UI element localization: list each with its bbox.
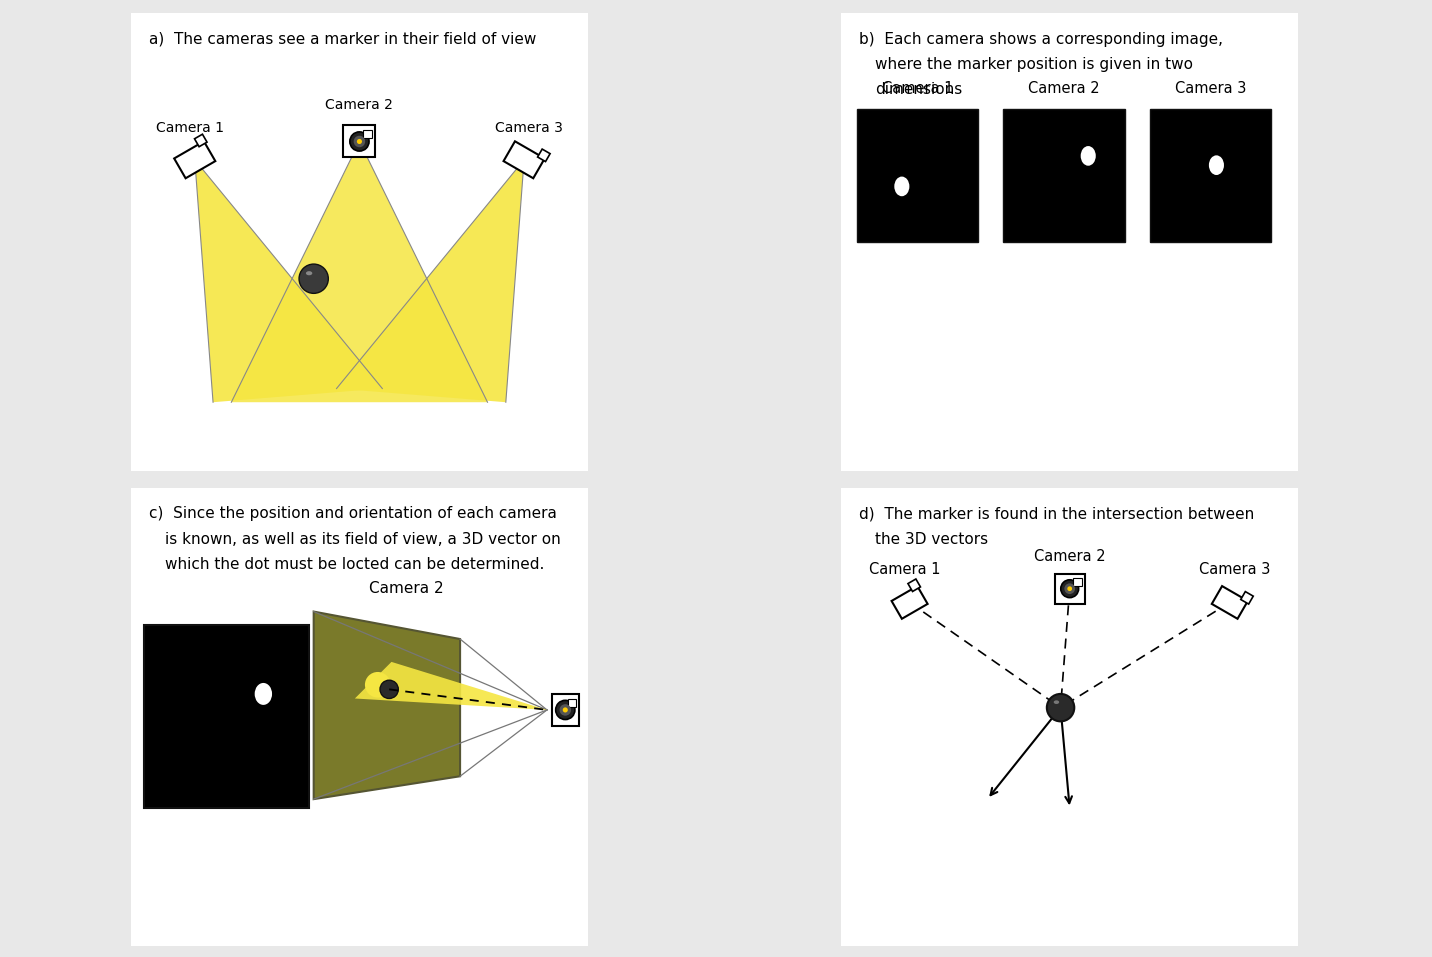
Text: Camera 1: Camera 1 bbox=[882, 80, 954, 96]
Bar bbox=[344, 125, 375, 158]
Ellipse shape bbox=[895, 177, 909, 196]
Polygon shape bbox=[337, 160, 524, 402]
Polygon shape bbox=[232, 142, 487, 402]
Text: a)  The cameras see a marker in their field of view: a) The cameras see a marker in their fie… bbox=[149, 32, 537, 47]
Ellipse shape bbox=[1054, 701, 1060, 704]
Text: which the dot must be locted can be determined.: which the dot must be locted can be dete… bbox=[165, 557, 544, 571]
Circle shape bbox=[1047, 694, 1074, 722]
Text: Camera 2: Camera 2 bbox=[1034, 548, 1106, 564]
Text: Camera 1: Camera 1 bbox=[869, 563, 941, 577]
Circle shape bbox=[299, 264, 328, 294]
Bar bbox=[1073, 578, 1081, 586]
Circle shape bbox=[1061, 580, 1078, 597]
Text: d)  The marker is found in the intersection between: d) The marker is found in the intersecti… bbox=[859, 506, 1254, 522]
Bar bbox=[1055, 574, 1084, 604]
Text: Camera 1: Camera 1 bbox=[156, 121, 225, 135]
Ellipse shape bbox=[1209, 155, 1224, 175]
Text: Camera 2: Camera 2 bbox=[1028, 80, 1100, 96]
Text: Camera 3: Camera 3 bbox=[1174, 80, 1246, 96]
Circle shape bbox=[556, 701, 574, 720]
Polygon shape bbox=[1211, 586, 1247, 619]
Circle shape bbox=[563, 707, 569, 713]
Circle shape bbox=[560, 704, 571, 716]
FancyBboxPatch shape bbox=[126, 483, 593, 950]
Bar bbox=[145, 625, 309, 809]
Polygon shape bbox=[504, 142, 544, 178]
Ellipse shape bbox=[255, 683, 272, 705]
Polygon shape bbox=[537, 149, 550, 162]
FancyBboxPatch shape bbox=[126, 9, 593, 476]
Circle shape bbox=[1064, 584, 1075, 594]
Circle shape bbox=[379, 680, 398, 699]
Circle shape bbox=[365, 672, 391, 698]
Ellipse shape bbox=[306, 271, 312, 276]
Ellipse shape bbox=[1081, 146, 1095, 166]
Circle shape bbox=[1067, 587, 1073, 591]
FancyBboxPatch shape bbox=[836, 9, 1303, 476]
Polygon shape bbox=[195, 134, 208, 146]
Polygon shape bbox=[355, 662, 547, 710]
Text: Camera 3: Camera 3 bbox=[1199, 563, 1270, 577]
Polygon shape bbox=[314, 612, 460, 799]
Text: Camera 3: Camera 3 bbox=[494, 121, 563, 135]
Text: the 3D vectors: the 3D vectors bbox=[875, 531, 988, 546]
Polygon shape bbox=[175, 142, 215, 178]
Text: dimensions: dimensions bbox=[875, 82, 962, 97]
Circle shape bbox=[354, 136, 365, 147]
Text: Camera 2: Camera 2 bbox=[325, 98, 394, 112]
Text: Camera 2: Camera 2 bbox=[368, 581, 444, 595]
Bar bbox=[569, 699, 576, 706]
Polygon shape bbox=[908, 579, 921, 591]
Text: is known, as well as its field of view, a 3D vector on: is known, as well as its field of view, … bbox=[165, 531, 561, 546]
Bar bbox=[551, 694, 579, 726]
Circle shape bbox=[349, 132, 369, 151]
Polygon shape bbox=[892, 586, 928, 619]
Bar bbox=[1150, 109, 1272, 242]
Circle shape bbox=[357, 139, 362, 145]
Text: c)  Since the position and orientation of each camera: c) Since the position and orientation of… bbox=[149, 506, 557, 522]
Text: b)  Each camera shows a corresponding image,: b) Each camera shows a corresponding ima… bbox=[859, 32, 1223, 47]
Bar bbox=[1004, 109, 1124, 242]
Polygon shape bbox=[195, 160, 382, 402]
Text: where the marker position is given in two: where the marker position is given in tw… bbox=[875, 56, 1193, 72]
FancyBboxPatch shape bbox=[836, 483, 1303, 950]
Bar bbox=[362, 130, 372, 138]
Bar bbox=[856, 109, 978, 242]
Polygon shape bbox=[1240, 591, 1253, 604]
